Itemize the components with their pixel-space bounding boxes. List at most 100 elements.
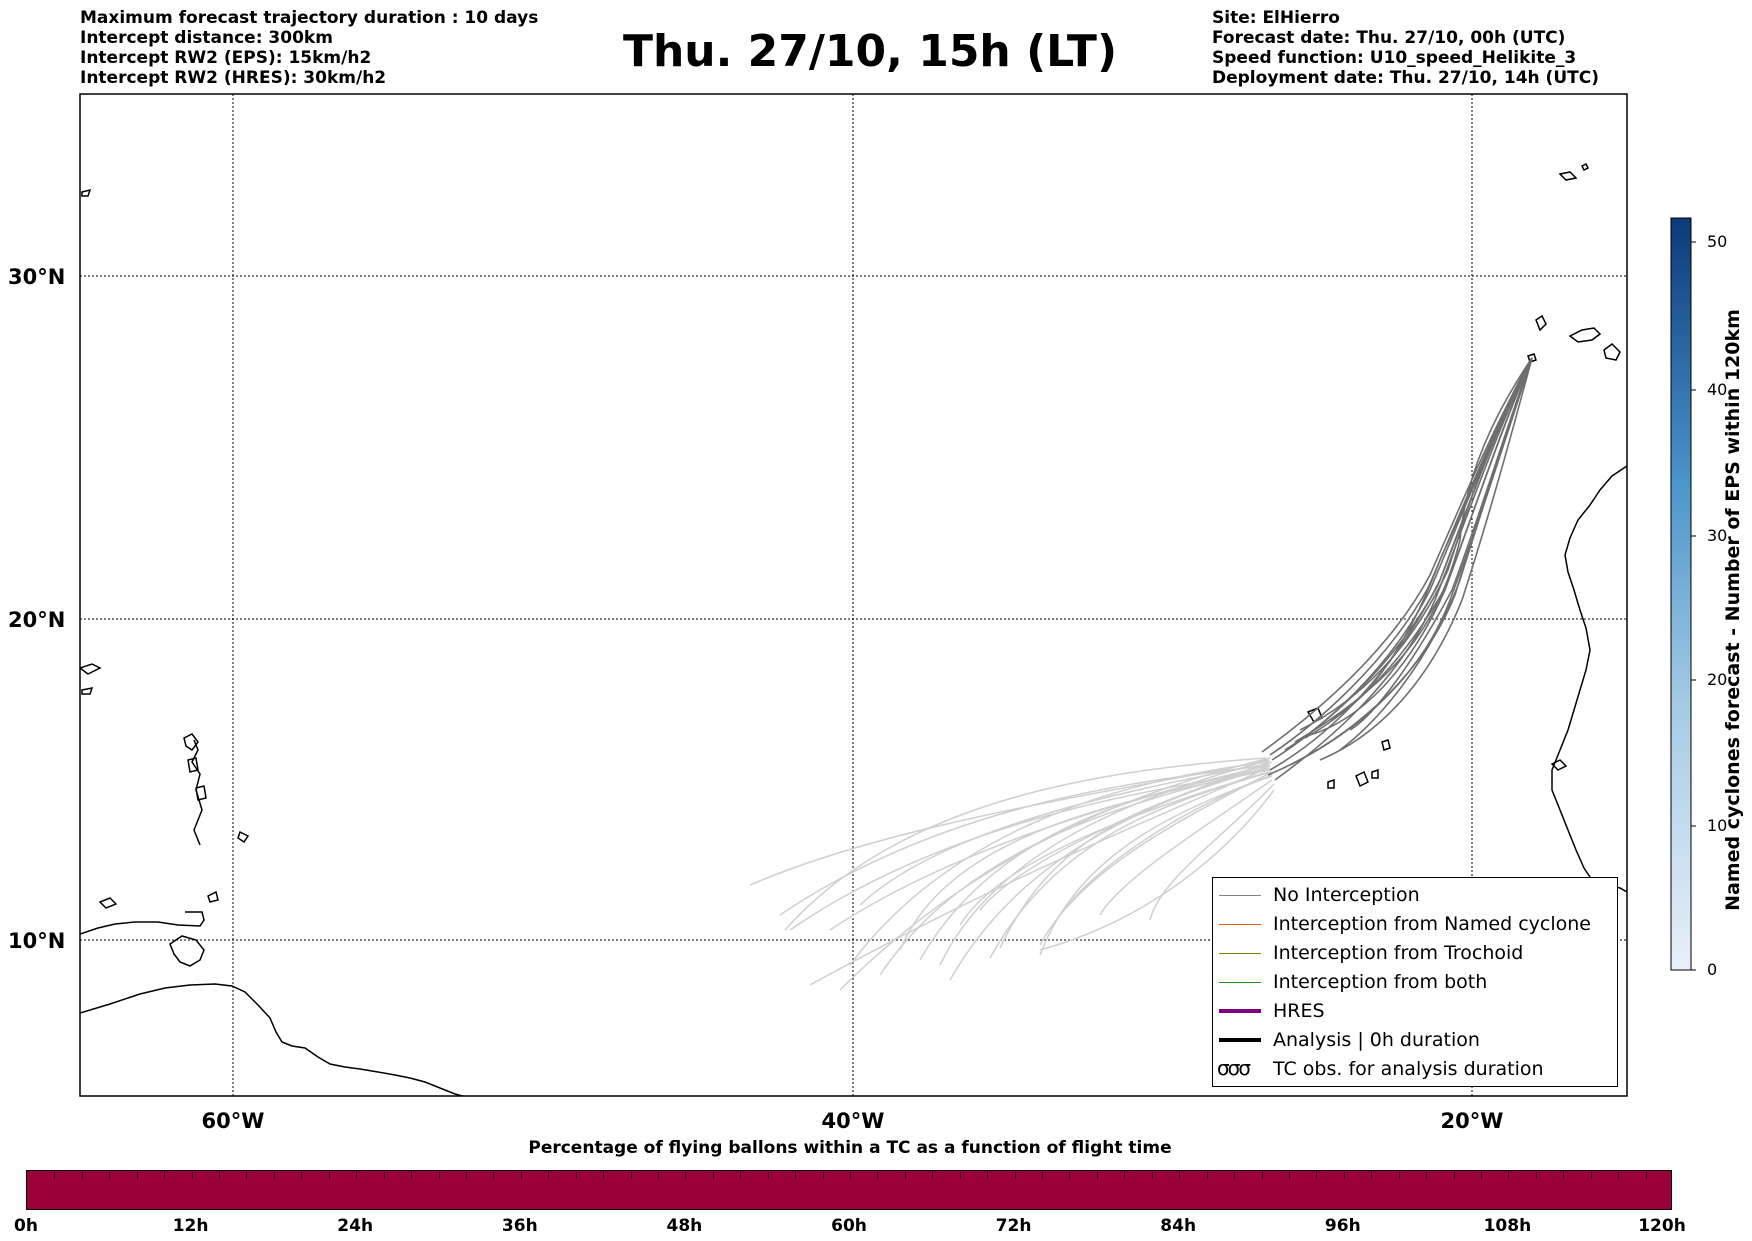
flight-time-bar-tick [493,1171,495,1179]
flight-time-bar-tick [767,1171,769,1179]
trajectory-dark [1299,357,1533,731]
tc-symbol-icon: σσσ [1217,1056,1251,1080]
flight-time-bar-tick [850,1171,851,1179]
coast-puerto-rico [80,663,102,675]
flight-time-bar-tick [1426,1171,1428,1179]
deployment-date-text: Deployment date: Thu. 27/10, 14h (UTC) [1212,68,1599,88]
flight-time-bar-tick [877,1171,879,1179]
lat-label-30n: 30°N [8,265,65,289]
legend-label: Interception from both [1273,971,1488,993]
flight-time-bar-tick [465,1171,467,1179]
colorbar-tick: 30 [1707,526,1728,545]
coast-canary-lanzarote [1603,343,1621,361]
flight-time-bar-tick [1508,1171,1510,1179]
coast-islet-b [98,897,118,909]
coast-cape-verde-c [1355,770,1369,788]
trajectories-dark [1261,357,1533,781]
flight-time-bar-tick [1014,1171,1016,1179]
trajectory-light [939,759,1271,966]
trajectory-light [1149,783,1275,921]
speed-function-text: Speed function: U10_speed_Helikite_3 [1212,48,1577,68]
lon-label-40w: 40°W [822,1109,885,1133]
trajectory-light [1039,771,1273,946]
legend-label: No Interception [1273,884,1420,906]
flight-time-bar-tick [1042,1171,1044,1179]
legend-item-no-interception: No Interception [1213,882,1617,911]
legend-label: Interception from Named cyclone [1273,913,1591,935]
trajectory-light [1059,775,1273,916]
intercept-hres-text: Intercept RW2 (HRES): 30km/h2 [80,68,387,88]
trajectory-dark [1269,357,1533,756]
flight-time-bar-tick [1069,1171,1071,1179]
flight-time-bar-tick [904,1171,906,1179]
legend-item-tc-obs: σσσ TC obs. for analysis duration [1213,1056,1617,1085]
flight-time-bar-tick [603,1171,605,1179]
legend-swatch [1219,953,1261,954]
flight-time-bar-tick [1371,1171,1373,1179]
flight-time-label: 12h [172,1216,209,1236]
lat-label-20n: 20°N [8,608,65,632]
flight-time-bar [26,1170,1672,1210]
trajectory-dark [1284,357,1533,751]
flight-time-bar-tick [438,1171,440,1179]
trajectory-light [1099,779,1273,916]
coast-canary-gran [1535,314,1547,332]
coast-canary-fuerteventura [1568,327,1602,343]
legend: No Interception Interception from Named … [1212,877,1618,1087]
colorbar-tick: 20 [1707,670,1728,689]
flight-time-label: 120h [1638,1216,1686,1236]
flight-time-bar-tick [1151,1171,1153,1179]
trajectory-dark [1329,357,1533,721]
coast-trinidad [169,935,205,967]
trajectory-light [919,767,1271,961]
flight-time-bar-tick [740,1171,742,1179]
page-title: Thu. 27/10, 15h (LT) [622,26,1118,77]
intercept-eps-text: Intercept RW2 (EPS): 15km/h2 [80,48,372,68]
coast-cape-verde-north [1550,759,1568,771]
legend-item-both: Interception from both [1213,969,1617,998]
flight-time-bar-tick [822,1171,824,1179]
flight-time-bar-tick [356,1171,358,1179]
trajectory-light [849,761,1269,966]
flight-time-bar-tick [164,1171,166,1179]
flight-time-bar-tick [411,1171,413,1179]
map-frame [79,93,1628,1097]
colorbar-gradient [1670,217,1692,971]
flight-time-bar-tick [987,1171,989,1179]
coast-martinique [195,785,207,801]
flight-time-label: 84h [1160,1216,1197,1236]
legend-swatch [1219,1009,1261,1013]
trajectory-light [959,771,1269,926]
flight-time-label: 24h [337,1216,374,1236]
flight-time-bar-tick [1563,1171,1565,1179]
max-duration-text: Maximum forecast trajectory duration : 1… [80,8,539,28]
trajectory-light [979,761,1271,911]
flight-time-label: 108h [1483,1216,1532,1236]
flight-time-bar-tick [712,1171,714,1179]
trajectory-dark [1274,357,1533,781]
trajectory-dark [1304,357,1533,739]
site-info: Site: ElHierro Forecast date: Thu. 27/10… [1212,8,1599,88]
trajectory-light [829,765,1267,931]
flight-time-bar-tick [685,1171,687,1179]
legend-label: Interception from Trochoid [1273,942,1524,964]
flight-time-bar-tick [301,1171,303,1179]
lon-label-60w: 60°W [202,1109,265,1133]
flight-time-bar-tick [246,1171,248,1179]
site-text: Site: ElHierro [1212,8,1340,28]
flight-time-bar-tick [54,1171,56,1179]
flight-time-bar-tick [1261,1171,1263,1179]
legend-swatch [1219,1038,1261,1042]
coast-canary-hierro [1527,353,1537,363]
flight-time-bar-tick [109,1171,111,1179]
flight-time-bar-tick [630,1171,632,1179]
trajectory-light [809,767,1269,986]
flight-time-bar-tick [548,1171,550,1179]
coast-islet-c [207,890,219,903]
coast-islet-d [81,687,94,695]
flight-time-bar-tick [191,1171,193,1179]
flight-time-bar-tick [273,1171,275,1179]
flight-time-label: 96h [1324,1216,1361,1236]
flight-time-bar-tick [1398,1171,1400,1179]
